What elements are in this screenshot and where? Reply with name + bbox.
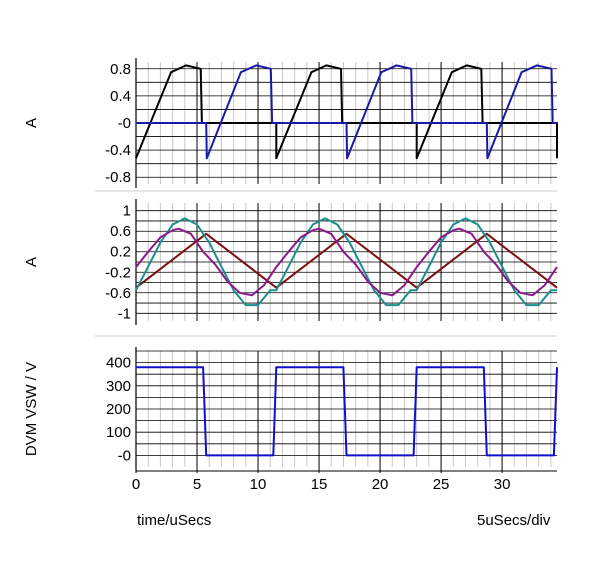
y-tick-label: -0.2 [105, 264, 131, 281]
series-line-switch_off [136, 64, 557, 160]
y-tick-label: -0.6 [105, 285, 131, 302]
x-tick-label: 25 [433, 476, 450, 493]
y-tick-label: -0 [118, 115, 131, 132]
x-tick-label: 15 [311, 476, 328, 493]
y-tick-label: 0.4 [110, 88, 131, 105]
y-tick-label: 200 [106, 401, 131, 418]
x-tick-label: 0 [132, 476, 140, 493]
x-tick-label: 10 [250, 476, 267, 493]
y-axis-title: A [23, 257, 40, 267]
y-tick-label: 300 [106, 378, 131, 395]
series-line-triangle [135, 232, 558, 289]
x-tick-label: 20 [372, 476, 389, 493]
x-scale-label: 5uSecs/div [477, 512, 551, 529]
series-line-distorted [135, 227, 558, 297]
y-tick-label: -0.4 [105, 142, 131, 159]
series-line-switch_on [135, 64, 558, 160]
x-axis-label: time/uSecs [137, 512, 212, 529]
y-tick-label: 400 [106, 355, 131, 372]
y-tick-label: -1 [118, 305, 131, 322]
y-tick-label: 0.8 [110, 61, 131, 78]
y-tick-label: 0.6 [110, 223, 131, 240]
y-tick-label: 1 [123, 203, 131, 220]
y-axis-title: A [23, 118, 40, 128]
y-tick-label: -0.8 [105, 169, 131, 186]
y-tick-label: -0 [118, 447, 131, 464]
x-tick-label: 5 [193, 476, 201, 493]
y-tick-label: 100 [106, 424, 131, 441]
series-line-sine [135, 217, 557, 307]
x-tick-label: 30 [494, 476, 511, 493]
y-axis-title: DVM VSW / V [23, 362, 40, 456]
y-tick-label: 0.2 [110, 244, 131, 261]
series-line-square [136, 366, 558, 457]
